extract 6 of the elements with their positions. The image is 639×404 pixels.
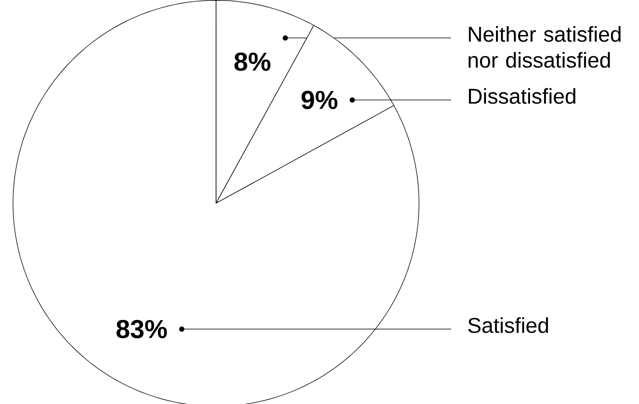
data-label: 83% bbox=[116, 320, 167, 338]
data-label: 8% bbox=[234, 52, 270, 71]
slice-label: Neither satisfied nor dissatisfied bbox=[468, 26, 621, 68]
slice-label: Satisfied bbox=[468, 317, 548, 333]
data-label: 9% bbox=[302, 90, 338, 109]
slice-label: Dissatisfied bbox=[468, 88, 576, 104]
